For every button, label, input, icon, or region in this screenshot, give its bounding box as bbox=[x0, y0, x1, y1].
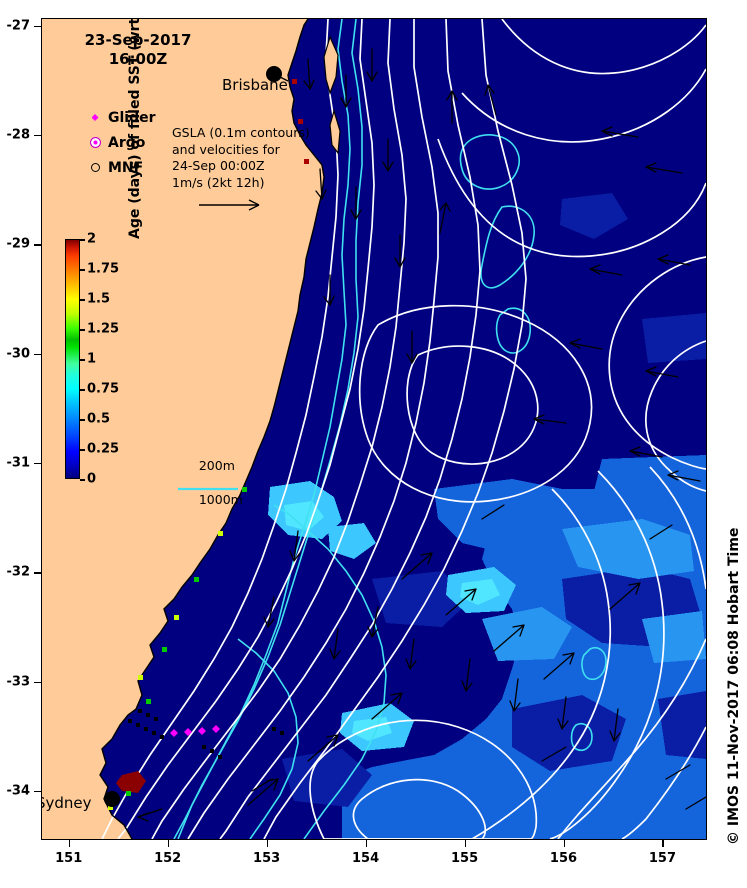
date-stamp-date: 23-Sep-2017 bbox=[84, 31, 192, 49]
sydney-label: Sydney bbox=[41, 794, 92, 812]
y-tick bbox=[34, 25, 41, 28]
colorbar-tick-label: 0.25 bbox=[87, 441, 120, 457]
colorbar-tick-label: 0.5 bbox=[87, 411, 111, 427]
x-tick-label: 157 bbox=[648, 851, 677, 866]
velocity-reference-arrow bbox=[199, 199, 260, 211]
colorbar-tick bbox=[80, 299, 85, 301]
credit-text: © IMOS 11-Nov-2017 06:08 Hobart Time bbox=[726, 527, 742, 845]
x-tick bbox=[464, 840, 467, 847]
x-tick-label: 156 bbox=[549, 851, 578, 866]
x-tick bbox=[167, 840, 170, 847]
colorbar-tick-label: 1.5 bbox=[87, 291, 111, 307]
colorbar-tick-label: 1 bbox=[87, 351, 97, 367]
colorbar-tick bbox=[80, 359, 85, 361]
coastline bbox=[99, 19, 325, 839]
date-stamp: 23-Sep-2017 16:00Z bbox=[68, 31, 208, 69]
x-tick-label: 154 bbox=[352, 851, 380, 866]
y-tick-label: -28 bbox=[6, 127, 31, 143]
y-tick-label: -33 bbox=[6, 674, 31, 689]
coastal-station-pixels bbox=[108, 79, 309, 810]
mnf-open-circle-icon bbox=[82, 163, 108, 172]
depth-1000-label: 1000m bbox=[198, 491, 243, 507]
gsla-note: GSLA (0.1m contours) and velocities for … bbox=[172, 125, 310, 190]
glider-diamond-icon bbox=[82, 114, 108, 121]
depth-scale-note: 200m 1000m bbox=[175, 441, 243, 525]
colorbar-tick bbox=[80, 419, 85, 421]
y-tick bbox=[34, 244, 41, 246]
x-tick bbox=[662, 840, 664, 847]
x-tick bbox=[68, 840, 71, 847]
map-plot-area[interactable]: 23-Sep-2017 16:00Z Brisbane Sydney GSLA (… bbox=[41, 18, 707, 840]
velocity-vectors bbox=[137, 48, 706, 822]
y-tick-label: -29 bbox=[6, 236, 31, 252]
sst-age-patches bbox=[268, 193, 706, 839]
marker-legend: Glider Argo MNF bbox=[82, 105, 156, 180]
legend-item-glider[interactable]: Glider bbox=[82, 105, 156, 130]
colorbar-tick bbox=[80, 389, 85, 391]
x-tick-label: 152 bbox=[154, 851, 182, 866]
x-tick bbox=[266, 840, 269, 847]
x-tick-label: 151 bbox=[55, 851, 83, 866]
colorbar-tick bbox=[80, 329, 85, 331]
legend-label-glider: Glider bbox=[108, 109, 156, 126]
colorbar-tick-label: 0 bbox=[87, 471, 97, 487]
colorbar-tick-label: 2 bbox=[87, 231, 97, 247]
y-tick-label: -34 bbox=[6, 783, 31, 799]
legend-label-mnf: MNF bbox=[108, 159, 144, 176]
colorbar-gradient bbox=[65, 239, 80, 479]
map-canvas bbox=[42, 19, 706, 839]
brisbane-label: Brisbane bbox=[222, 76, 288, 94]
y-tick bbox=[34, 353, 41, 356]
dark-red-track-patch[interactable] bbox=[116, 771, 146, 793]
colorbar-tick-label: 0.75 bbox=[87, 381, 120, 397]
colorbar-tick bbox=[80, 269, 85, 271]
y-tick-label: -31 bbox=[6, 455, 31, 471]
gsla-contours bbox=[101, 19, 706, 839]
y-tick bbox=[34, 462, 41, 465]
observation-markers[interactable] bbox=[104, 66, 309, 810]
colorbar-tick bbox=[80, 449, 85, 451]
legend-label-argo: Argo bbox=[108, 134, 146, 151]
colorbar-title: Age (days) of filled SST (wrt latest) bbox=[127, 18, 143, 239]
legend-item-argo[interactable]: Argo bbox=[82, 130, 156, 155]
depth-200-label: 200m bbox=[198, 457, 235, 473]
y-tick bbox=[34, 134, 41, 137]
legend-item-mnf[interactable]: MNF bbox=[82, 155, 156, 180]
moreton-bay-detail bbox=[323, 35, 341, 155]
date-stamp-time: 16:00Z bbox=[108, 49, 168, 68]
sydney-city-dot bbox=[104, 791, 120, 807]
ship-track-markers[interactable] bbox=[128, 709, 284, 759]
colorbar-tick bbox=[80, 239, 85, 241]
x-tick bbox=[563, 840, 565, 847]
y-tick-label: -32 bbox=[6, 564, 31, 580]
colorbar-tick-label: 1.75 bbox=[87, 261, 120, 277]
y-tick bbox=[34, 681, 41, 683]
x-tick bbox=[365, 840, 368, 847]
x-tick-label: 155 bbox=[450, 851, 479, 866]
y-tick bbox=[34, 790, 41, 793]
y-tick bbox=[34, 572, 41, 574]
argo-circle-icon bbox=[82, 137, 108, 148]
y-tick-label: -30 bbox=[6, 346, 31, 362]
y-tick-label: -27 bbox=[6, 18, 31, 34]
x-tick-label: 153 bbox=[253, 851, 281, 866]
colorbar-tick bbox=[80, 479, 85, 481]
colorbar-tick-label: 1.25 bbox=[87, 321, 120, 337]
bathymetry-contours bbox=[173, 19, 607, 839]
glider-markers[interactable] bbox=[170, 725, 220, 737]
